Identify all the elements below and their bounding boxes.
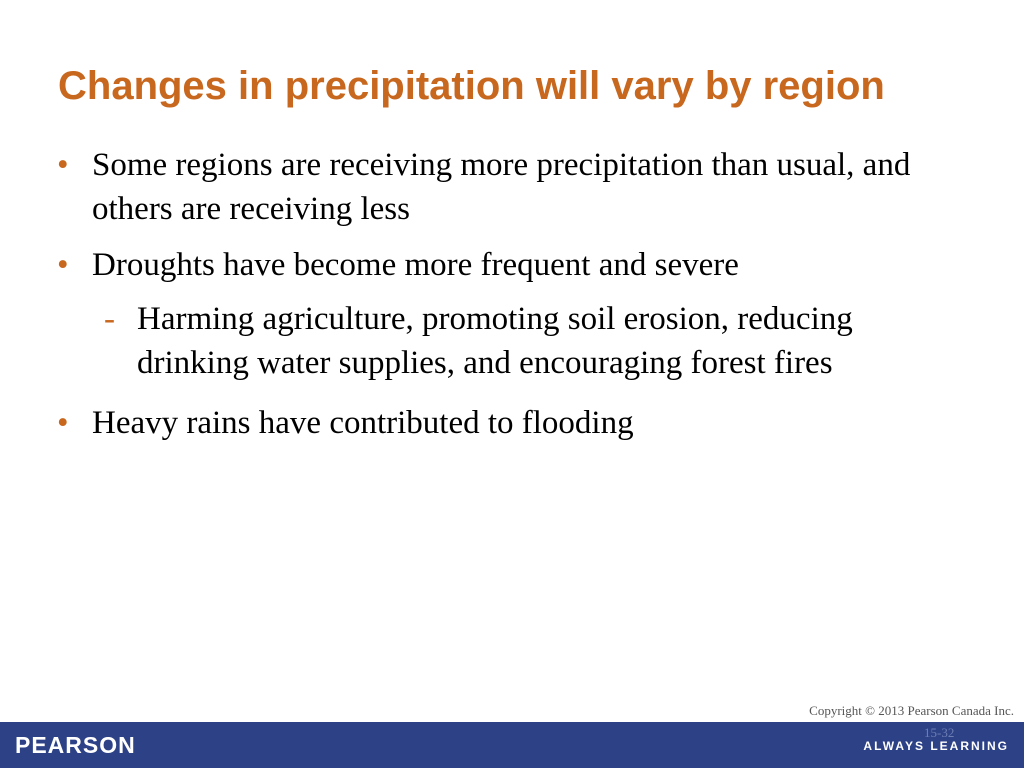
bullet-marker: • bbox=[57, 247, 69, 283]
bullet-item: • Some regions are receiving more precip… bbox=[0, 143, 1024, 231]
bullet-text: Some regions are receiving more precipit… bbox=[92, 147, 911, 227]
sub-bullet-text: Harming agriculture, promoting soil eros… bbox=[137, 301, 853, 381]
slide-number: 15-32 bbox=[924, 725, 955, 740]
footer-bar: PEARSON 15-32 ALWAYS LEARNING bbox=[0, 722, 1024, 768]
bullet-marker: • bbox=[57, 147, 69, 183]
bullet-item: • Droughts have become more frequent and… bbox=[0, 243, 1024, 287]
dash-marker: - bbox=[104, 301, 115, 337]
always-learning-tagline: ALWAYS LEARNING bbox=[863, 739, 1009, 753]
bullet-list: • Some regions are receiving more precip… bbox=[0, 143, 1024, 445]
sub-bullet-item: - Harming agriculture, promoting soil er… bbox=[0, 297, 1024, 385]
pearson-logo: PEARSON bbox=[15, 732, 136, 758]
bullet-marker: • bbox=[57, 405, 69, 441]
bullet-text: Heavy rains have contributed to flooding bbox=[92, 405, 634, 441]
slide-title: Changes in precipitation will vary by re… bbox=[58, 64, 885, 108]
bullet-text: Droughts have become more frequent and s… bbox=[92, 247, 739, 283]
bullet-item: • Heavy rains have contributed to floodi… bbox=[0, 401, 1024, 445]
copyright-notice: Copyright © 2013 Pearson Canada Inc. bbox=[809, 703, 1014, 718]
